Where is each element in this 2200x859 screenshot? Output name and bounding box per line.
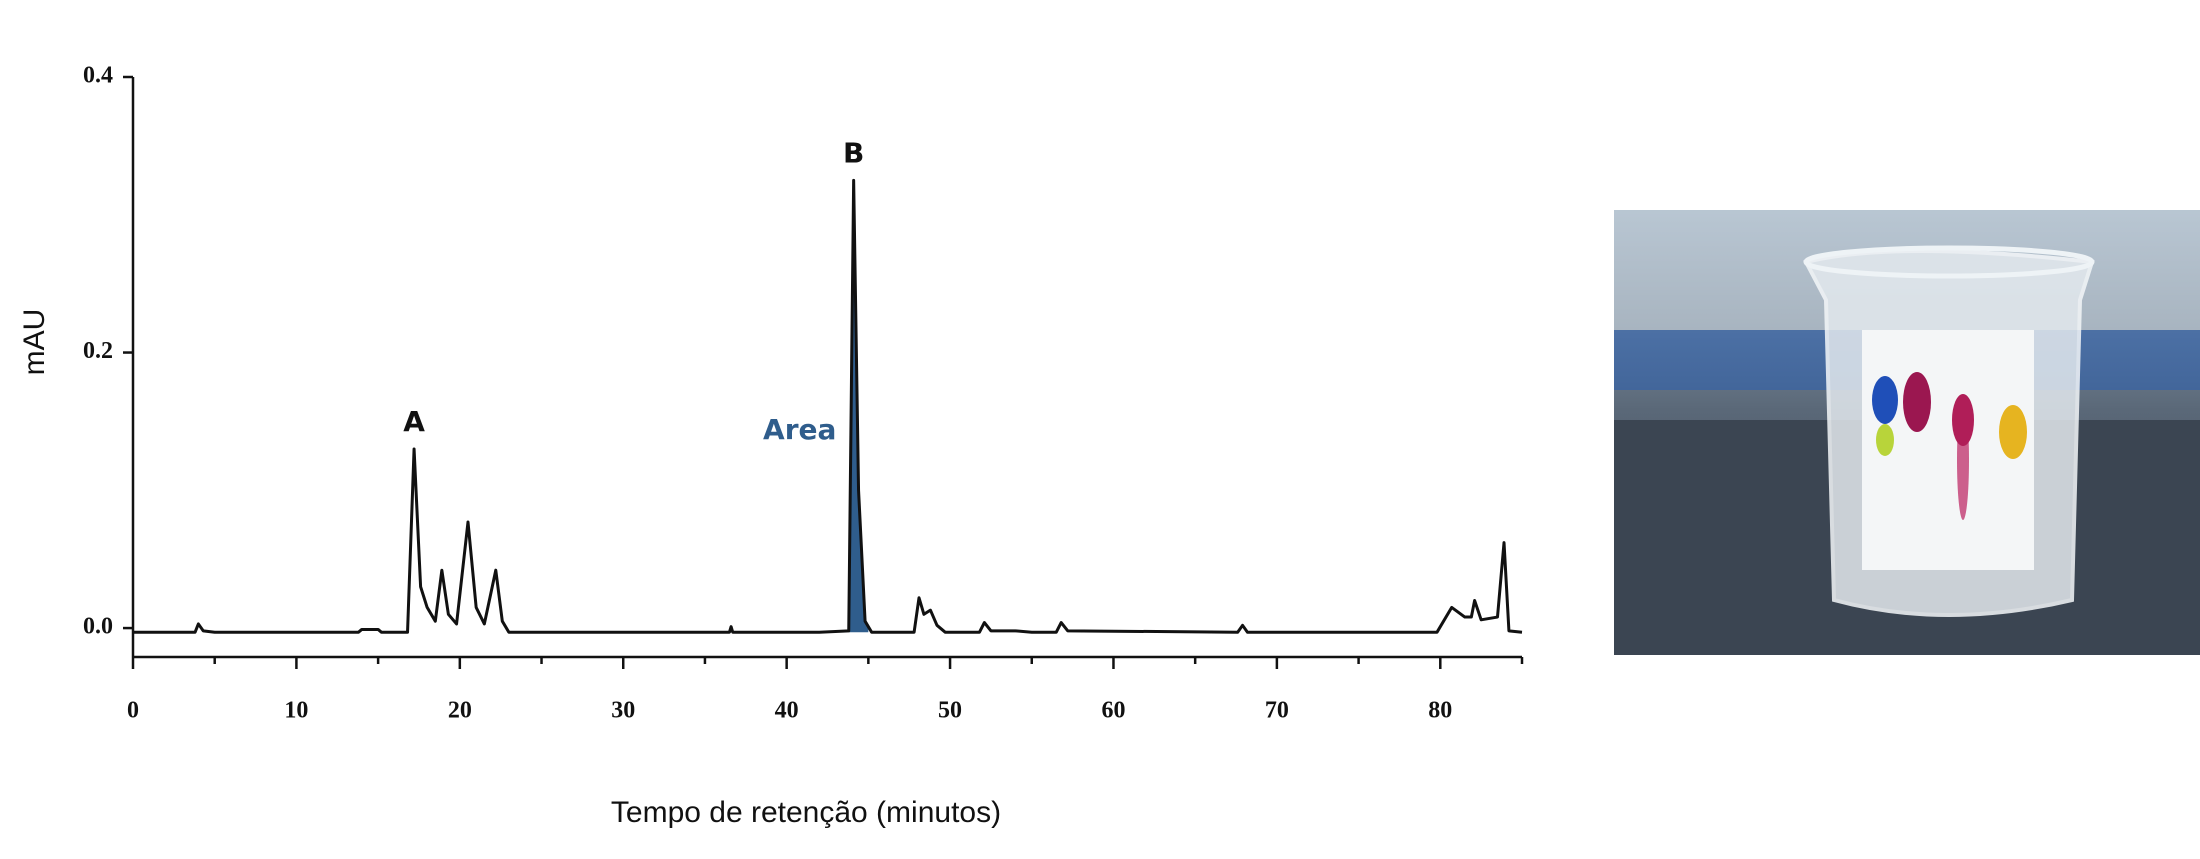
x-axis-title: Tempo de retenção (minutos) — [611, 796, 1001, 829]
highlight-label: Area — [763, 413, 836, 446]
x-tick-label: 30 — [611, 698, 635, 724]
x-tick-label: 0 — [127, 698, 139, 724]
y-tick-label: 0.4 — [83, 63, 113, 89]
x-tick-label: 80 — [1428, 698, 1452, 724]
x-tick-label: 40 — [775, 698, 799, 724]
x-tick-label: 20 — [448, 698, 472, 724]
x-tick-label: 50 — [938, 698, 962, 724]
y-tick-label: 0.0 — [83, 614, 113, 640]
peak-label: A — [403, 405, 425, 438]
y-axis-title: mAU — [18, 309, 51, 376]
chromatogram-line — [133, 178, 1523, 634]
x-tick-label: 10 — [284, 698, 308, 724]
x-tick-label: 70 — [1265, 698, 1289, 724]
photo — [1614, 210, 2200, 655]
highlight-area — [848, 180, 869, 633]
x-tick-label: 60 — [1101, 698, 1125, 724]
peak-label: B — [843, 136, 864, 169]
y-tick-label: 0.2 — [83, 338, 113, 364]
